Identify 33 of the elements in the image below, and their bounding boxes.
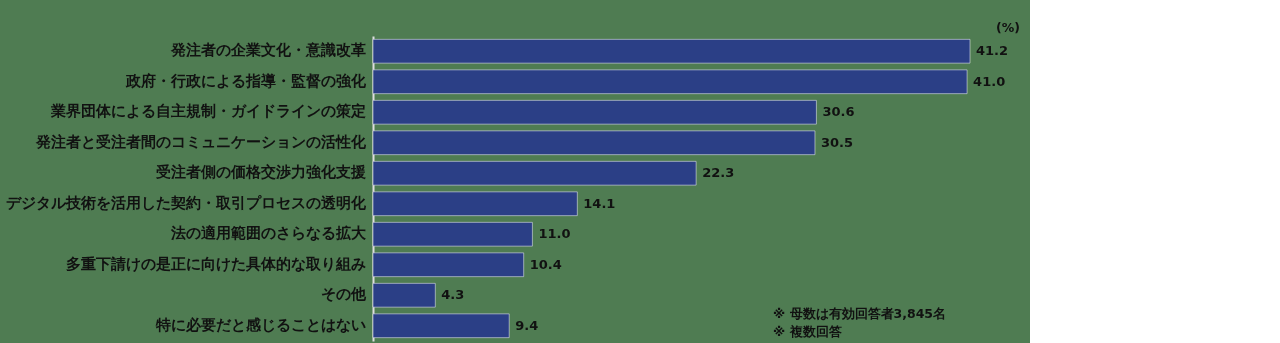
- y-tick-label: 発注者の企業文化・意識改革: [169, 41, 366, 59]
- data-label: 30.5: [820, 134, 854, 150]
- bar: [372, 161, 697, 186]
- bar: [372, 283, 436, 308]
- data-label: 30.6: [822, 104, 855, 120]
- y-tick-label: 法の適用範囲のさらなる拡大: [169, 224, 367, 242]
- data-label: 9.4: [515, 317, 539, 333]
- annotation: ※ 複数回答: [773, 324, 842, 339]
- bar: [372, 130, 816, 155]
- y-tick-label: 多重下請けの是正に向けた具体的な取り組み: [65, 255, 366, 273]
- annotation: ※ 母数は有効回答者3,845名: [773, 306, 947, 321]
- bar: [372, 222, 533, 247]
- y-tick-label: 業界団体による自主規制・ガイドラインの策定: [49, 102, 366, 120]
- data-label: 10.4: [529, 256, 562, 272]
- data-label: 41.0: [973, 73, 1006, 89]
- y-tick-label: デジタル技術を活用した契約・取引プロセスの透明化: [5, 194, 367, 211]
- y-tick-label: 特に必要だと感じることはない: [154, 316, 366, 333]
- bar: [372, 313, 510, 338]
- y-tick-label: 受注者側の価格交渉力強化支援: [155, 163, 366, 181]
- data-label: 22.3: [702, 165, 735, 181]
- bar: [372, 252, 524, 277]
- y-tick-label: 政府・行政による指導・監督の強化: [124, 71, 367, 89]
- y-tick-label: その他: [320, 286, 367, 303]
- data-label: 14.1: [583, 195, 616, 211]
- bar: [372, 100, 817, 125]
- bar: [372, 69, 968, 94]
- data-label: 41.2: [976, 43, 1009, 59]
- bar: [372, 39, 971, 64]
- y-tick-label: 発注者と受注者間のコミュニケーションの活性化: [34, 132, 367, 150]
- data-label: 11.0: [538, 226, 571, 242]
- bar: [372, 191, 578, 216]
- data-label: 4.3: [441, 287, 465, 303]
- text: (%): [996, 20, 1020, 35]
